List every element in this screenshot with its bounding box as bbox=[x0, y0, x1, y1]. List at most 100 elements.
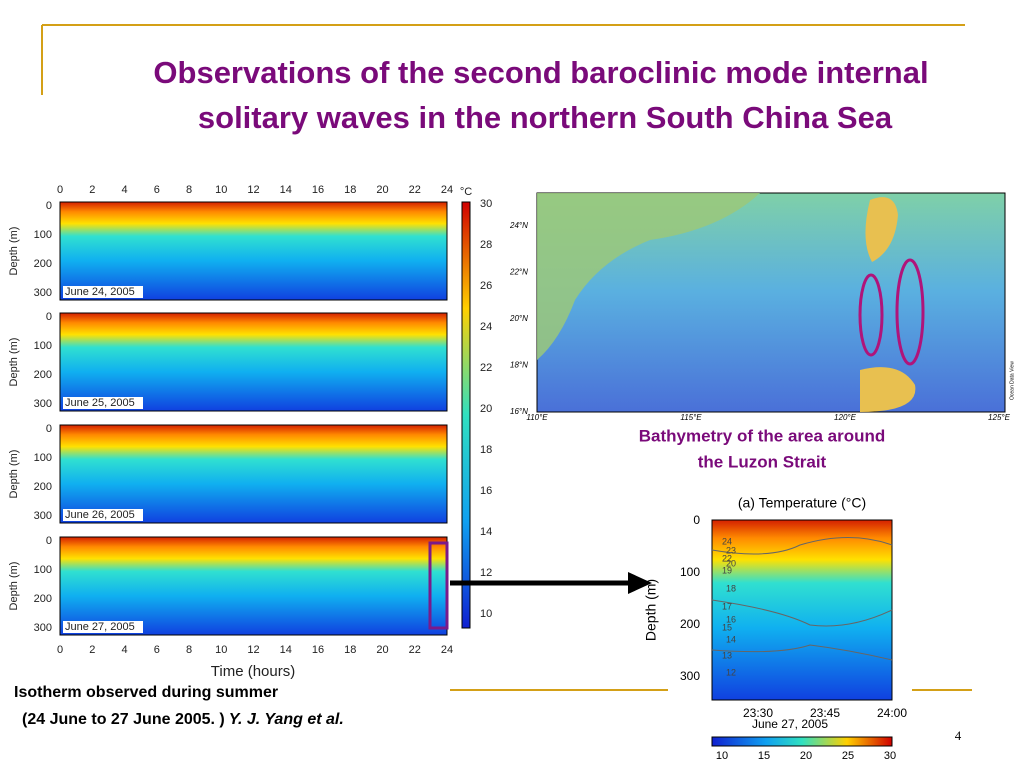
page-number: 4 bbox=[955, 728, 962, 743]
lat-label: 16°N bbox=[510, 407, 528, 416]
y-tick-label: 0 bbox=[46, 311, 52, 323]
footnote: Isotherm observed during summer (24 June … bbox=[14, 684, 344, 728]
x-tick-label: 24 bbox=[441, 644, 453, 656]
x-tick-label: 0 bbox=[57, 644, 63, 656]
x-tick-label: 8 bbox=[186, 644, 192, 656]
map bbox=[536, 192, 1006, 413]
x-tick-label: 24 bbox=[441, 184, 453, 196]
x-tick-label: 8 bbox=[186, 184, 192, 196]
y-axis-label: Depth (m) bbox=[8, 227, 20, 276]
x-tick-label: 16 bbox=[312, 644, 324, 656]
y-tick-label: 0 bbox=[46, 535, 52, 547]
y-axis-label: Depth (m) bbox=[8, 338, 20, 387]
panel-date: June 24, 2005 bbox=[65, 286, 135, 298]
y-tick-label: 200 bbox=[34, 258, 52, 270]
contour-label: 15 bbox=[722, 622, 732, 632]
x-tick-label: 2 bbox=[89, 184, 95, 196]
y-tick-label: 300 bbox=[34, 287, 52, 299]
title: Observations of the second baroclinic mo… bbox=[153, 55, 928, 90]
heatmap-panel bbox=[59, 312, 448, 412]
x-tick-label: 14 bbox=[280, 644, 292, 656]
panel-date: June 26, 2005 bbox=[65, 509, 135, 521]
contour-label: 19 bbox=[722, 565, 732, 575]
contour-label: 20 bbox=[726, 558, 736, 568]
lon-label: 110°E bbox=[526, 413, 548, 422]
colorbar-tick: 14 bbox=[480, 526, 492, 538]
panel-date: June 25, 2005 bbox=[65, 397, 135, 409]
contour-label: 12 bbox=[726, 667, 736, 677]
y-tick-label: 0 bbox=[46, 423, 52, 435]
date-box bbox=[63, 286, 143, 298]
lon-label: 125°E bbox=[988, 413, 1011, 422]
footnote-authors: Y. J. Yang et al. bbox=[229, 711, 344, 728]
x-tick-label: 12 bbox=[247, 184, 259, 196]
lat-label: 22°N bbox=[509, 268, 528, 277]
colorbar-tick: 20 bbox=[800, 750, 812, 762]
figure-title: (a) Temperature (°C) bbox=[738, 495, 866, 511]
contour-label: 16 bbox=[726, 614, 736, 624]
y-axis-label: Depth (m) bbox=[8, 562, 20, 611]
y-tick-label: 300 bbox=[34, 510, 52, 522]
contour-label: 18 bbox=[726, 583, 736, 593]
y-axis-label: Depth (m) bbox=[643, 579, 659, 641]
x-tick-label: 20 bbox=[376, 644, 388, 656]
y-tick-label: 100 bbox=[34, 564, 52, 576]
x-tick-label: 10 bbox=[215, 184, 227, 196]
colorbar-unit: °C bbox=[460, 186, 472, 198]
x-tick-label: 14 bbox=[280, 184, 292, 196]
y-tick-label: 200 bbox=[680, 617, 700, 631]
lat-label: 18°N bbox=[510, 361, 528, 370]
highlight bbox=[428, 541, 449, 630]
colorbar-tick: 22 bbox=[480, 362, 492, 374]
date: June 27, 2005 bbox=[752, 717, 828, 731]
colorbar-tick: 10 bbox=[480, 608, 492, 620]
y-tick-label: 100 bbox=[680, 565, 700, 579]
colorbar-tick: 24 bbox=[480, 321, 492, 333]
lat-label: 20°N bbox=[509, 314, 528, 323]
colorbar-tick: 20 bbox=[480, 403, 492, 415]
colorbar-tick: 26 bbox=[480, 280, 492, 292]
colorbar-tick: 15 bbox=[758, 750, 770, 762]
lon-label: 115°E bbox=[680, 413, 702, 422]
map-caption: Bathymetry of the area around bbox=[639, 426, 886, 445]
heatmap-panel bbox=[59, 201, 448, 301]
colorbar-tick: 12 bbox=[480, 567, 492, 579]
contour-label: 17 bbox=[722, 601, 732, 611]
colorbar-tick: 30 bbox=[884, 750, 896, 762]
x-tick-label: 18 bbox=[344, 644, 356, 656]
colorbar-tick: 25 bbox=[842, 750, 854, 762]
lon-label: 120°E bbox=[834, 413, 857, 422]
x-tick-label: 10 bbox=[215, 644, 227, 656]
x-tick-label: 18 bbox=[344, 184, 356, 196]
colorbar bbox=[461, 201, 471, 629]
y-tick-label: 200 bbox=[34, 369, 52, 381]
map-caption: the Luzon Strait bbox=[698, 452, 827, 471]
x-tick-label: 24:00 bbox=[877, 706, 907, 720]
x-axis-label: Time (hours) bbox=[211, 663, 295, 680]
y-tick-label: 300 bbox=[34, 622, 52, 634]
x-tick-label: 22 bbox=[409, 184, 421, 196]
contour-label: 22 bbox=[722, 553, 732, 563]
right-figure: (a) Temperature (°C) Depth (m) 0 100 200 300 2… bbox=[643, 492, 912, 762]
panel-date: June 27, 2005 bbox=[65, 621, 135, 633]
credit: Ocean Data View bbox=[1009, 361, 1015, 400]
y-tick-label: 200 bbox=[34, 481, 52, 493]
colorbar-tick: 28 bbox=[480, 239, 492, 251]
x-tick-label: 4 bbox=[121, 184, 127, 196]
title: solitary waves in the northern South Chi… bbox=[198, 100, 893, 135]
x-tick-label: 23:30 bbox=[743, 706, 773, 720]
y-tick-label: 100 bbox=[34, 340, 52, 352]
y-tick-label: 300 bbox=[34, 398, 52, 410]
contour-label: 14 bbox=[726, 634, 736, 644]
y-tick-label: 0 bbox=[46, 200, 52, 212]
contour-label: 23 bbox=[726, 545, 736, 555]
x-tick-label: 0 bbox=[57, 184, 63, 196]
footnote-line: (24 June to 27 June 2005. ) bbox=[22, 711, 225, 728]
x-tick-label: 20 bbox=[376, 184, 388, 196]
colorbar-tick: 30 bbox=[480, 198, 492, 210]
y-tick-label: 100 bbox=[34, 229, 52, 241]
x-tick-label: 6 bbox=[154, 184, 160, 196]
x-tick-label: 12 bbox=[247, 644, 259, 656]
colorbar-tick: 18 bbox=[480, 444, 492, 456]
